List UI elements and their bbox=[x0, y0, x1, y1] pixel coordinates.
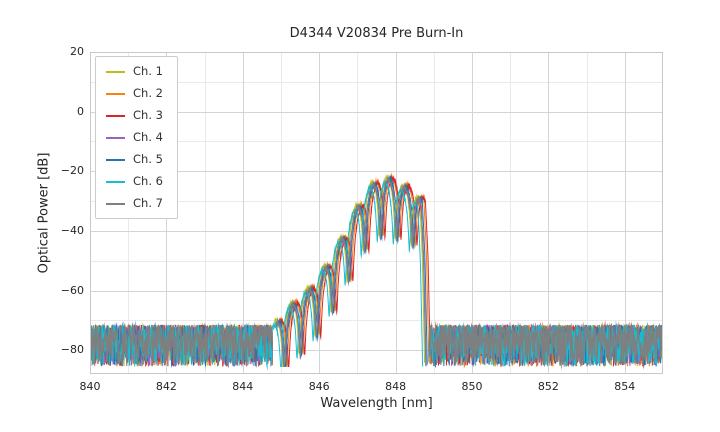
legend-label: Ch. 5 bbox=[133, 152, 163, 166]
legend-item: Ch. 2 bbox=[106, 87, 163, 100]
legend: Ch. 1 Ch. 2 Ch. 3 Ch. 4 Ch. 5 Ch. 6 Ch. 7 bbox=[95, 56, 178, 219]
legend-swatch bbox=[106, 114, 125, 117]
legend-swatch bbox=[106, 70, 125, 73]
x-tick-label: 846 bbox=[308, 380, 330, 393]
legend-swatch bbox=[106, 92, 125, 95]
x-tick-label: 852 bbox=[537, 380, 559, 393]
legend-swatch bbox=[106, 180, 125, 183]
y-tick-label: −40 bbox=[60, 223, 84, 237]
x-tick-label: 854 bbox=[614, 380, 636, 393]
y-tick-label: 0 bbox=[77, 104, 84, 118]
plot-canvas bbox=[90, 52, 663, 374]
legend-label: Ch. 1 bbox=[133, 64, 163, 78]
legend-label: Ch. 2 bbox=[133, 86, 163, 100]
y-tick-label: −80 bbox=[60, 343, 84, 357]
plot-area: Ch. 1 Ch. 2 Ch. 3 Ch. 4 Ch. 5 Ch. 6 Ch. 7 bbox=[90, 52, 663, 374]
legend-item: Ch. 3 bbox=[106, 109, 163, 122]
legend-label: Ch. 3 bbox=[133, 108, 163, 122]
y-tick-label: −60 bbox=[60, 283, 84, 297]
x-tick-label: 844 bbox=[232, 380, 254, 393]
chart-title: D4344 V20834 Pre Burn-In bbox=[289, 26, 464, 41]
legend-item: Ch. 7 bbox=[106, 197, 163, 210]
x-tick-label: 848 bbox=[385, 380, 407, 393]
x-axis-label: Wavelength [nm] bbox=[320, 396, 433, 411]
legend-item: Ch. 1 bbox=[106, 65, 163, 78]
legend-label: Ch. 7 bbox=[133, 196, 163, 210]
legend-swatch bbox=[106, 136, 125, 139]
legend-swatch bbox=[106, 202, 125, 205]
legend-item: Ch. 5 bbox=[106, 153, 163, 166]
legend-swatch bbox=[106, 158, 125, 161]
legend-item: Ch. 6 bbox=[106, 175, 163, 188]
x-tick-label: 840 bbox=[79, 380, 101, 393]
legend-label: Ch. 4 bbox=[133, 130, 163, 144]
x-tick-label: 850 bbox=[461, 380, 483, 393]
x-tick-label: 842 bbox=[155, 380, 177, 393]
legend-item: Ch. 4 bbox=[106, 131, 163, 144]
legend-label: Ch. 6 bbox=[133, 174, 163, 188]
y-tick-label: −20 bbox=[60, 164, 84, 178]
y-tick-label: 20 bbox=[70, 45, 84, 58]
